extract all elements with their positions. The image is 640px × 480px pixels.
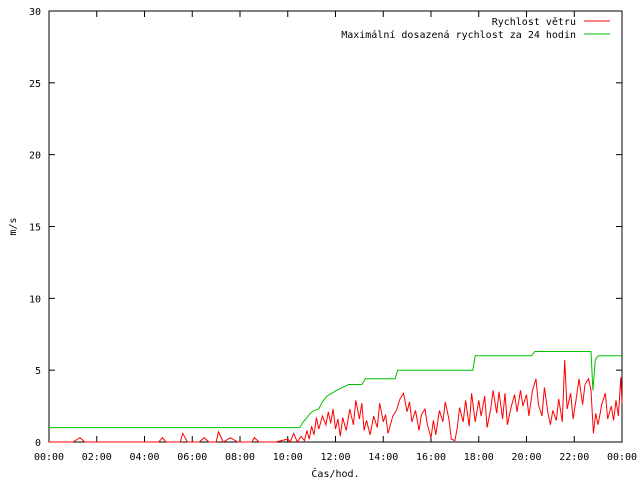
x-tick-label: 14:00 <box>368 452 398 463</box>
x-tick-label: 00:00 <box>34 452 64 463</box>
x-tick-label: 04:00 <box>129 452 159 463</box>
y-tick-label: 20 <box>29 151 41 162</box>
y-tick-label: 0 <box>35 438 41 449</box>
x-axis: 00:00 02:00 04:00 06:00 08:00 10:00 12:00 14:00… <box>34 11 637 463</box>
x-tick-label: 10:00 <box>273 452 303 463</box>
x-tick-label: 22:00 <box>559 452 589 463</box>
y-tick-label: 5 <box>35 366 41 377</box>
legend-label: Maximální dosazená rychlost za 24 hodin <box>341 29 576 41</box>
series-layer <box>49 351 623 444</box>
x-axis-label: Čas/hod. <box>311 467 359 480</box>
y-tick-label: 25 <box>29 79 41 90</box>
x-tick-label: 06:00 <box>177 452 207 463</box>
x-tick-label: 12:00 <box>320 452 350 463</box>
series-line-2 <box>49 351 622 429</box>
y-tick-label: 10 <box>29 294 41 305</box>
y-axis: 0 5 10 15 20 25 30 <box>29 7 622 449</box>
x-tick-label: 00:00 <box>607 452 637 463</box>
y-tick-label: 15 <box>29 223 41 234</box>
y-tick-label: 30 <box>29 7 41 18</box>
x-tick-label: 08:00 <box>225 452 255 463</box>
series-line-1 <box>49 360 623 444</box>
x-tick-label: 16:00 <box>416 452 446 463</box>
legend-label: Rychlost větru <box>492 16 576 28</box>
x-tick-label: 02:00 <box>82 452 112 463</box>
x-tick-label: 18:00 <box>464 452 494 463</box>
x-tick-label: 20:00 <box>511 452 541 463</box>
y-axis-label: m/s <box>8 217 19 235</box>
